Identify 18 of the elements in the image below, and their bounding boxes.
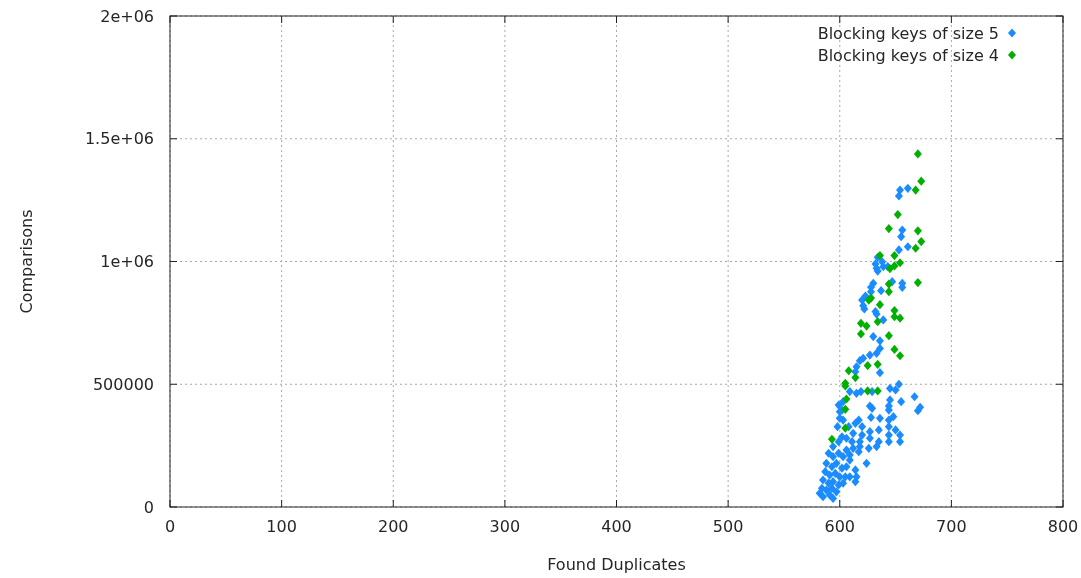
x-axis-title: Found Duplicates <box>547 555 686 574</box>
x-tick-label: 500 <box>712 517 744 536</box>
y-axis-title: Comparisons <box>16 209 36 314</box>
x-tick-label: 400 <box>601 517 632 536</box>
x-tick-label: 200 <box>377 517 409 536</box>
y-tick-label: 1.5e+06 <box>84 129 154 149</box>
x-tick-label: 0 <box>164 517 176 536</box>
x-tick-label: 100 <box>266 517 297 536</box>
legend-label: Blocking keys of size 4 <box>817 45 999 65</box>
y-tick-label: 500000 <box>92 374 154 394</box>
legend-label: Blocking keys of size 5 <box>817 23 999 43</box>
x-tick-label: 600 <box>824 517 856 536</box>
x-tick-label: 700 <box>936 517 967 536</box>
x-tick-label: 300 <box>489 517 521 536</box>
y-tick-label: 2e+06 <box>100 6 154 26</box>
y-tick-label: 0 <box>143 497 154 517</box>
y-tick-label: 1e+06 <box>100 252 154 271</box>
x-tick-label: 800 <box>1047 517 1079 536</box>
